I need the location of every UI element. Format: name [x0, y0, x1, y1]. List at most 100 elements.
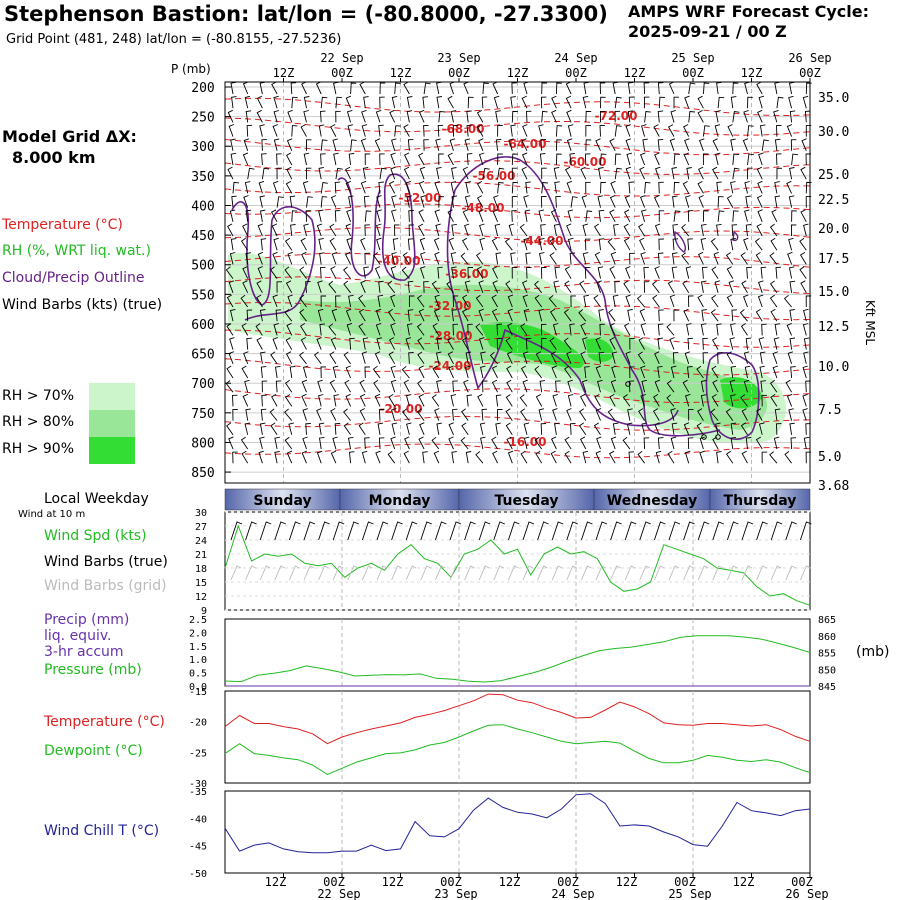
wind-barb — [390, 166, 396, 180]
wind-barb — [320, 295, 327, 308]
wind-barb — [551, 365, 557, 379]
wind-barb — [612, 422, 619, 435]
wind-barb — [240, 237, 249, 251]
wind-barb — [478, 280, 484, 293]
wind-barb — [285, 351, 293, 365]
wind-barb — [478, 308, 484, 322]
wind-barb — [317, 280, 323, 293]
wind-barb — [346, 322, 353, 336]
wind-barb — [658, 210, 665, 222]
wind-barb — [725, 252, 734, 265]
wind-barb — [550, 436, 557, 450]
wind-barb — [244, 422, 251, 435]
wind-barb — [608, 309, 616, 322]
wind-barb — [346, 109, 353, 123]
isotherm-line — [224, 415, 811, 431]
wind-barb — [667, 450, 675, 464]
wind-barb — [702, 153, 709, 165]
wind-barb — [643, 281, 650, 293]
wind-barb — [332, 436, 338, 450]
wind-barb — [805, 181, 812, 194]
wind-barb — [466, 110, 472, 123]
wind-barb — [673, 210, 681, 222]
grid-wind-barb — [420, 565, 432, 581]
wind-barb — [684, 138, 690, 151]
wind-barb — [376, 223, 382, 237]
wind-barb — [715, 152, 721, 166]
wind-barb — [349, 451, 355, 464]
wind-barb — [475, 252, 484, 265]
wind-barb — [579, 436, 587, 450]
wind-barb — [345, 180, 352, 194]
dewpoint-line — [224, 724, 811, 775]
wind-barb — [320, 139, 328, 151]
surface-wind-barb — [303, 521, 316, 541]
wind-barb — [452, 323, 459, 336]
wind-barb — [524, 209, 531, 222]
wind-barb — [259, 195, 265, 208]
wind-barb — [622, 436, 631, 450]
wind-barb — [700, 394, 707, 407]
surface-wind-barb — [785, 521, 797, 541]
wind-barb — [330, 337, 337, 350]
wind-barb — [394, 82, 401, 95]
height-tick-label: 30.0 — [818, 125, 849, 140]
wind-barb — [643, 266, 649, 279]
wind-barb — [344, 251, 352, 265]
wind-barb — [598, 309, 604, 322]
wind-barb — [728, 280, 734, 293]
wind-barb — [726, 195, 734, 208]
wind-barb — [300, 237, 307, 251]
grid-wind-barb — [522, 565, 534, 581]
wind-barb — [711, 365, 719, 379]
wind-barb — [334, 181, 341, 194]
wind-barb — [785, 379, 792, 393]
wind-barb — [687, 366, 693, 379]
wind-barb — [232, 451, 238, 464]
wind-barb — [260, 351, 266, 364]
wind-barb — [259, 309, 266, 322]
wind-barb — [776, 124, 782, 137]
wind-barb — [423, 82, 431, 95]
wind-barb — [570, 295, 576, 308]
wind-barb — [378, 280, 384, 293]
wind-barb — [286, 138, 293, 151]
wind-barb — [641, 422, 647, 435]
wind-barb — [230, 138, 236, 151]
wind-speed-tick-label: 24 — [195, 536, 207, 547]
wind-barb — [717, 96, 725, 109]
model-grid-dx-value: 8.000 km — [12, 148, 96, 167]
wind-speed-tick-label: 27 — [195, 522, 207, 533]
wind-barb — [657, 365, 663, 379]
wind-barb — [700, 223, 707, 237]
wind-barb — [256, 95, 263, 109]
wind-barb — [802, 95, 809, 109]
wind-barb — [418, 209, 425, 223]
wind-barb — [702, 210, 709, 222]
isotherm-line — [224, 181, 811, 197]
wind-barb — [394, 125, 401, 137]
temperature-line — [224, 693, 811, 745]
wind-barb — [788, 95, 794, 109]
wind-barb — [401, 365, 410, 379]
wind-barb — [600, 96, 606, 109]
wind-barb — [756, 195, 763, 208]
wind-barb — [700, 323, 707, 336]
wind-barb — [640, 393, 646, 407]
wind-barb — [303, 223, 309, 237]
wind-barb — [436, 166, 442, 180]
wind-barb — [318, 422, 325, 435]
wind-barb — [715, 110, 721, 123]
wind-barb — [287, 109, 293, 123]
wind-barb — [555, 195, 561, 208]
legend-cloud-text: Cloud/Precip Outline — [2, 270, 145, 286]
precip-frame — [224, 618, 811, 687]
wind-barb — [330, 266, 337, 279]
wind-barb — [480, 436, 486, 450]
wind-barb — [492, 81, 499, 95]
wind-barb — [802, 408, 808, 421]
wind-barb — [609, 394, 616, 407]
wind-barb — [505, 394, 513, 407]
isotherm-label: -40.00 — [378, 254, 421, 268]
wind-barb — [476, 110, 484, 123]
